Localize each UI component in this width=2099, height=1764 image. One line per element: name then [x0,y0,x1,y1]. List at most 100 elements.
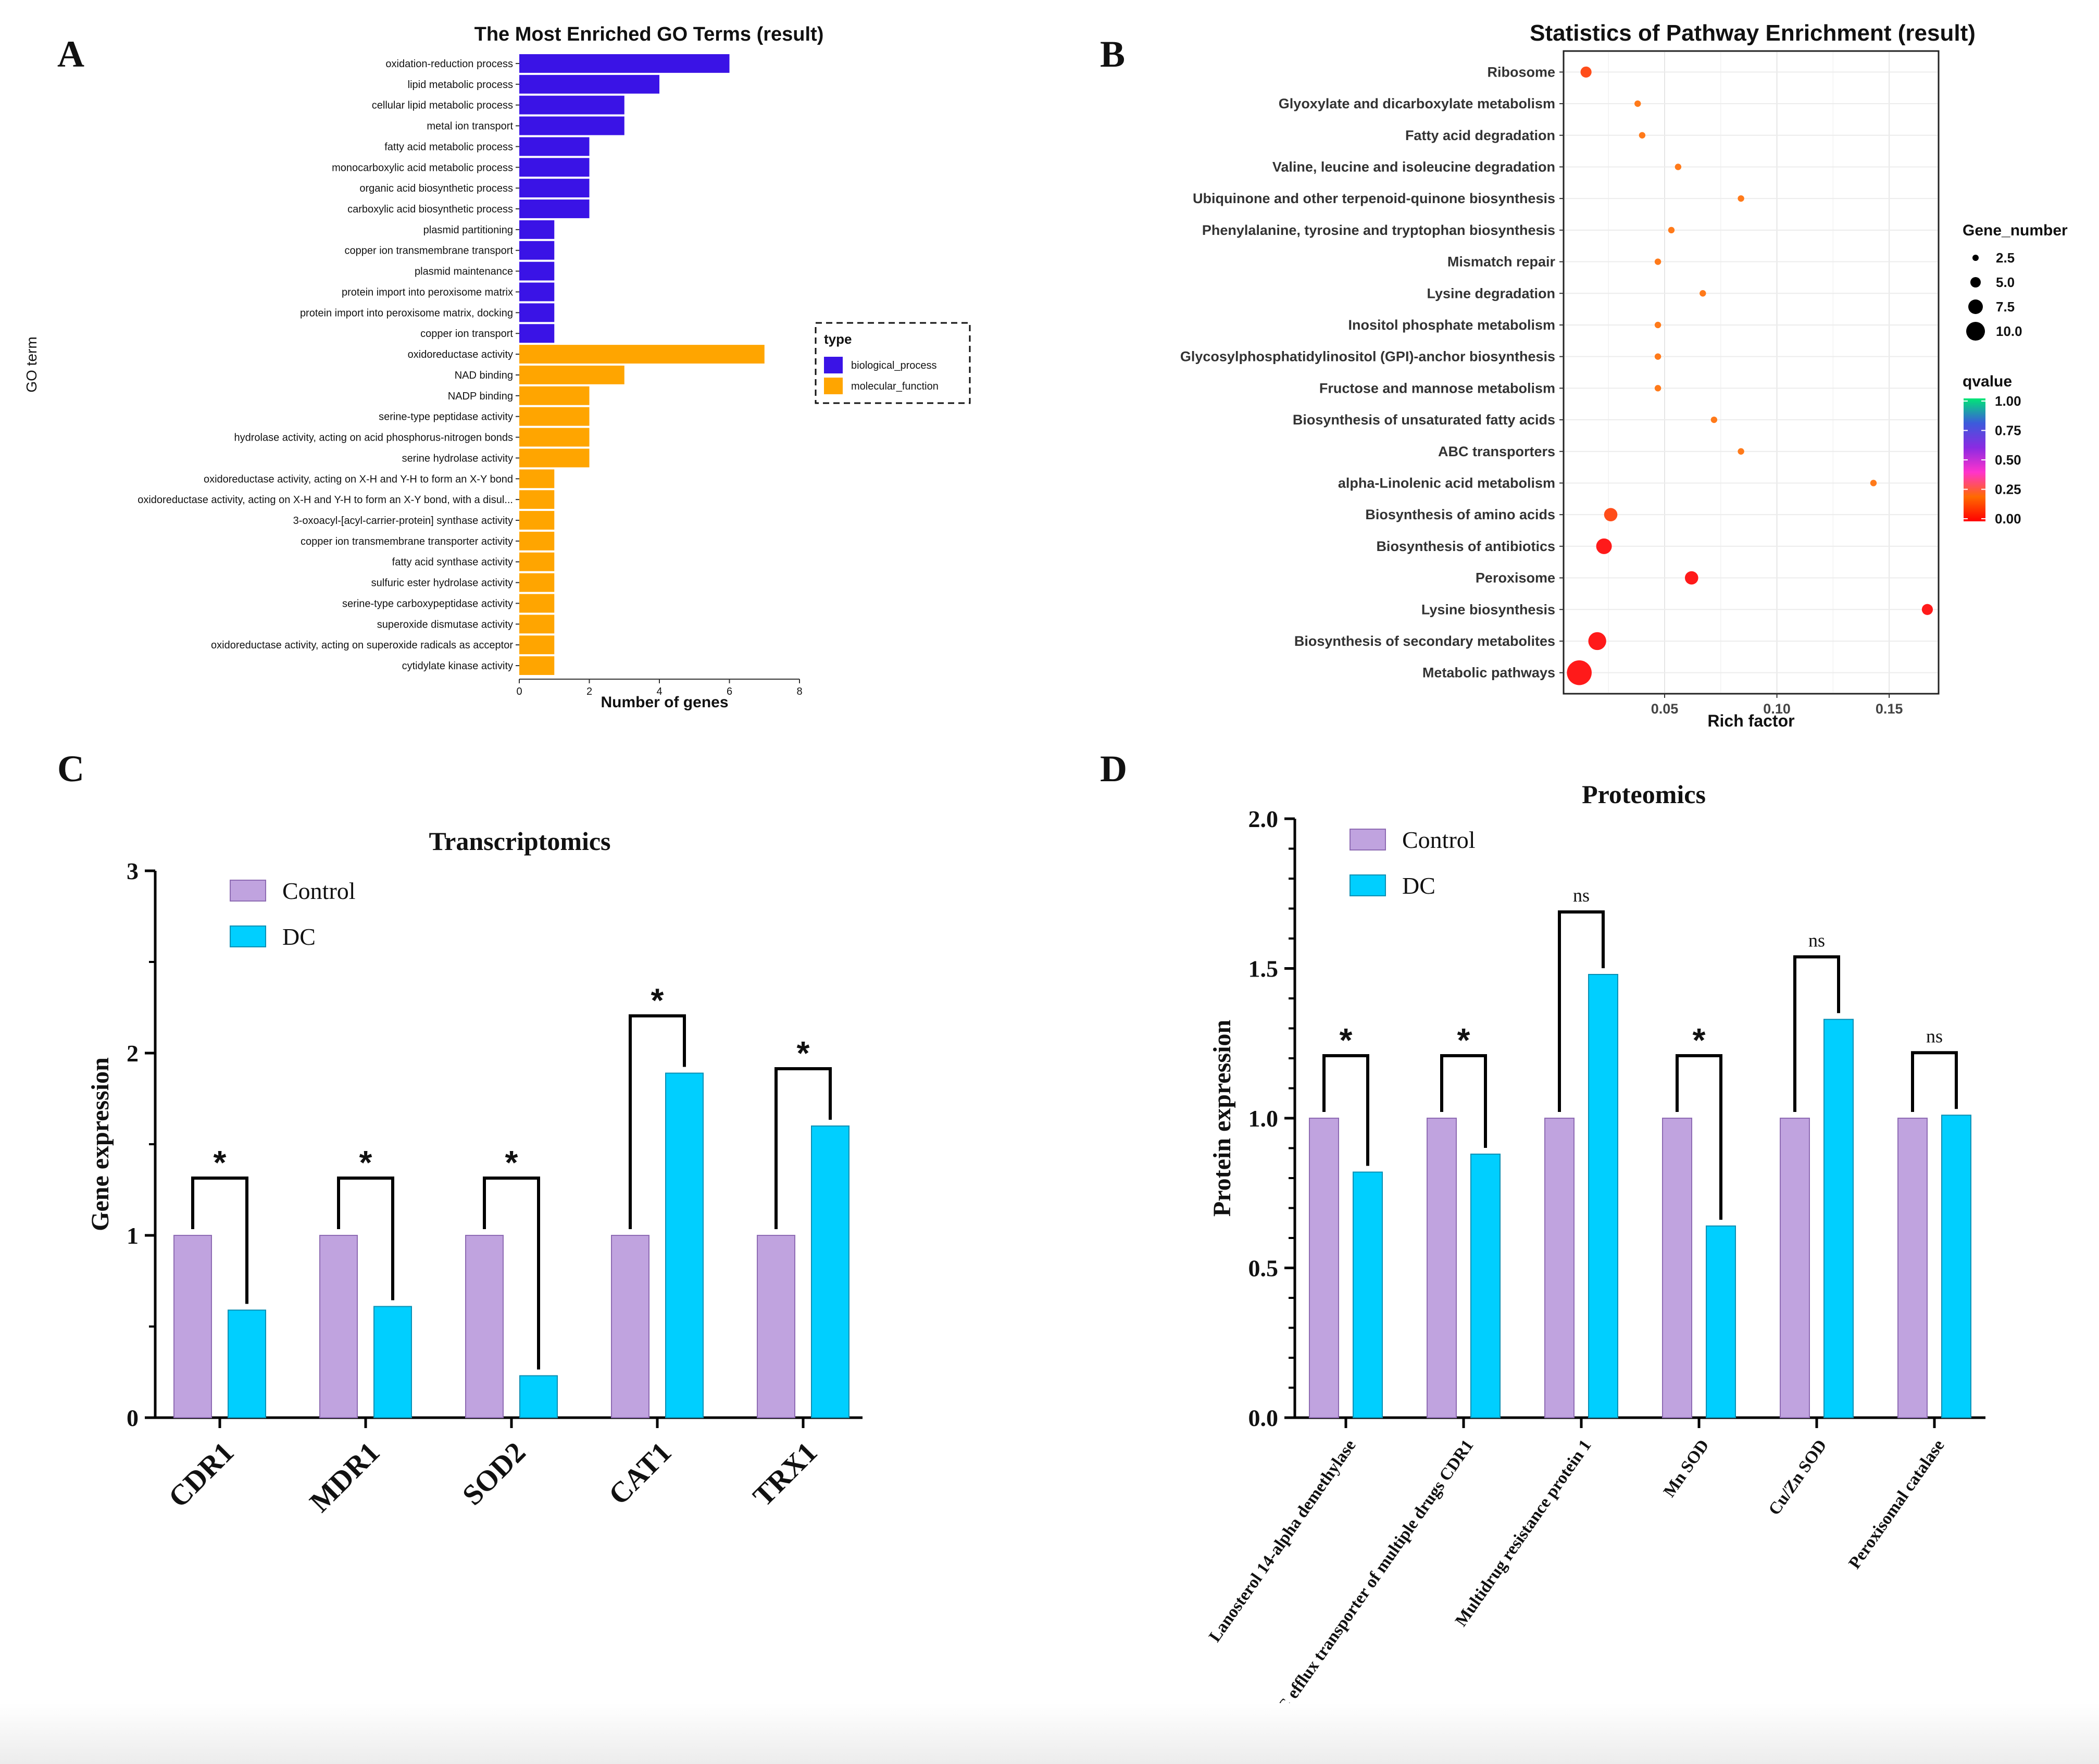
dot [1738,195,1744,202]
category-label: superoxide dismutase activity [377,619,513,630]
color-legend-label: 0.25 [1995,482,2021,497]
size-legend-dot [1966,322,1985,341]
pathway-label: Peroxisome [1476,570,1555,586]
significance-marker: * [505,1144,518,1181]
significance-bracket [1911,1051,1958,1112]
significance-marker: * [797,1034,810,1072]
x-axis-label: Number of genes [601,694,728,711]
bar [519,428,590,447]
bar [519,490,555,509]
legend-label: biological_process [851,360,937,371]
pathway-label: Glyoxylate and dicarboxylate metabolism [1279,96,1555,111]
significance-bracket [1558,910,1605,1112]
dot [1654,353,1661,360]
category-label: NAD binding [455,370,513,381]
category-label: copper ion transport [420,328,513,340]
category-label: CDR1 [163,1436,240,1513]
significance-bracket [1676,1054,1722,1220]
legend-swatch [824,357,843,373]
size-legend-label: 10.0 [1996,323,2022,339]
category-label: protein import into peroxisome matrix [342,286,513,298]
legend-swatch [1350,829,1386,850]
category-label: 3-oxoacyl-[acyl-carrier-protein] synthas… [293,515,513,527]
bar [519,95,624,115]
pathway-label: Biosynthesis of antibiotics [1376,539,1555,554]
significance-marker: * [1457,1021,1470,1059]
color-legend-label: 0.75 [1995,423,2021,439]
legend-swatch [230,925,266,947]
bar [519,199,590,218]
category-label: Peroxisomal catalase [1845,1436,1948,1572]
bar [519,261,555,281]
panel-label-a: A [57,33,84,75]
dot [1668,227,1675,234]
pathway-label: Ubiquinone and other terpenoid-quinone b… [1193,191,1555,206]
significance-marker: * [214,1144,227,1181]
dot [1654,321,1661,329]
bar-dc [1353,1171,1383,1418]
panel-label-d: D [1100,748,1127,790]
y-axis-label: Gene expression [86,1057,114,1231]
significance-bracket [1322,1054,1369,1166]
panel-a-title: The Most Enriched GO Terms (result) [474,23,824,45]
category-label: Multidrug resistance protein 1 [1452,1436,1595,1630]
category-label: copper ion transmembrane transporter act… [301,536,513,547]
bar-control [173,1235,212,1418]
x-tick-label: 8 [796,686,802,697]
bar-control [757,1235,795,1418]
bar [519,511,555,530]
category-label: SOD2 [456,1436,532,1511]
dot [1639,132,1646,139]
x-axis-label: Rich factor [1707,711,1794,730]
plot-frame [1563,50,1940,695]
significance-marker: ns [1808,930,1825,950]
significance-marker: ns [1926,1025,1943,1046]
category-label: Cu/Zn SOD [1765,1436,1831,1519]
bar [519,573,555,592]
y-tick-label: 2 [127,1040,139,1067]
legend-swatch [230,880,266,902]
color-legend-title: qvalue [1963,373,2012,390]
category-label: serine-type carboxypeptidase activity [342,598,513,609]
pathway-label: Phenylalanine, tyrosine and tryptophan b… [1202,222,1555,238]
dot [1870,480,1877,486]
category-label: serine-type peptidase activity [379,411,513,423]
legend-label: molecular_function [851,381,939,392]
bar [519,469,555,489]
category-label: oxidoreductase activity, acting on super… [211,640,513,651]
bar-control [1544,1118,1575,1418]
y-tick-label: 1.0 [1248,1105,1279,1132]
size-legend-label: 7.5 [1996,299,2015,315]
legend-label: Control [1402,827,1476,853]
significance-bracket [337,1177,394,1300]
dot [1684,571,1698,585]
significance-bracket [629,1014,686,1229]
bar [519,282,555,302]
pathway-label: Metabolic pathways [1422,665,1555,681]
legend-title: type [824,331,852,347]
pathway-label: Biosynthesis of unsaturated fatty acids [1293,412,1555,428]
dot [1738,448,1744,455]
bar [519,179,590,198]
size-legend-dot [1970,277,1981,287]
bar [519,54,730,73]
bar-dc [1470,1154,1501,1418]
pathway-label: alpha-Linolenic acid metabolism [1338,475,1555,491]
pathway-label: ABC transporters [1438,444,1555,459]
bar-control [1897,1118,1928,1418]
dot [1588,632,1606,650]
category-label: TRX1 [747,1436,823,1512]
pathway-label: Fatty acid degradation [1405,128,1555,143]
category-label: cellular lipid metabolic process [372,100,513,111]
dot [1700,290,1706,297]
y-tick-label: 0.0 [1248,1405,1279,1431]
category-label: NADP binding [448,391,513,402]
pathway-label: Biosynthesis of amino acids [1365,507,1555,522]
bar-dc [1941,1115,1971,1418]
bar [519,324,555,343]
category-label: lipid metabolic process [408,79,513,91]
bar-dc [1706,1225,1736,1418]
bar [519,366,624,384]
x-tick-label: 6 [727,686,732,697]
bar [519,74,659,94]
